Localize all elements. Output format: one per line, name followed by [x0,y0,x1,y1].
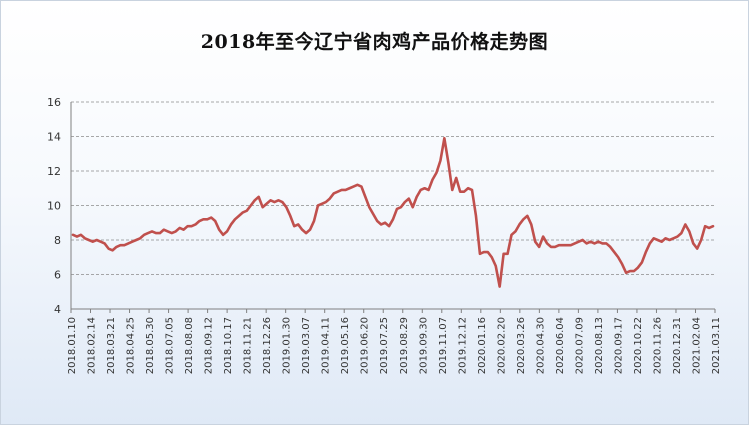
y-tick-label: 16 [47,96,61,109]
x-tick-label: 2021.03.11 [711,317,722,374]
x-tick-label: 2020.12.31 [672,317,683,374]
y-tick-label: 4 [54,303,61,316]
x-tick-label: 2018.05.30 [145,317,156,374]
x-tick-label: 2020.01.16 [477,317,488,374]
chart-title: 2018年至今辽宁省肉鸡产品价格走势图 [200,31,549,53]
x-tick-label: 2019.12.12 [457,317,468,374]
gridlines [71,101,715,275]
x-tick-label: 2018.04.25 [126,317,137,374]
x-tick-label: 2020.08.13 [594,317,605,374]
x-tick-label: 2019.06.20 [360,317,371,374]
x-tick-label: 2019.03.07 [301,317,312,374]
x-tick-label: 2019.09.30 [418,317,429,374]
x-tick-label: 2019.01.30 [282,317,293,374]
x-tick-label: 2019.05.16 [340,317,351,374]
x-tick-label: 2018.12.26 [262,317,273,374]
axes [70,102,715,310]
x-tick-label: 2020.11.26 [652,317,663,374]
x-axis-ticks: 2018.01.10 2018.02.14 2018.03.21 2018.04.25… [67,309,722,374]
x-tick-label: 2019.08.29 [399,317,410,374]
x-tick-label: 2019.11.07 [438,317,449,374]
x-tick-label: 2019.07.25 [379,317,390,374]
x-tick-label: 2020.10.22 [633,317,644,374]
y-tick-label: 8 [54,234,61,247]
x-tick-label: 2018.07.05 [165,317,176,374]
y-tick-label: 10 [47,200,61,213]
y-tick-label: 6 [54,269,61,282]
y-tick-label: 14 [47,131,61,144]
x-tick-label: 2018.10.17 [223,317,234,374]
x-tick-label: 2020.03.26 [516,317,527,374]
x-tick-label: 2021.02.04 [691,317,702,374]
x-tick-label: 2020.02.20 [496,317,507,374]
x-tick-label: 2020.07.09 [574,317,585,374]
x-tick-label: 2020.04.30 [535,317,546,374]
x-tick-label: 2020.06.04 [555,317,566,374]
y-tick-label: 12 [47,165,61,178]
x-tick-label: 2018.09.12 [204,317,215,374]
price-series-line [71,136,715,288]
series-layer [71,136,715,288]
x-tick-label: 2018.01.10 [67,317,78,374]
x-tick-label: 2018.03.21 [106,317,117,374]
x-tick-label: 2019.04.11 [321,317,332,374]
x-tick-label: 2018.02.14 [87,317,98,374]
x-tick-label: 2020.09.17 [613,317,624,374]
y-axis-ticks: 4 6 8 10 12 14 16 [47,96,61,316]
x-tick-label: 2018.11.21 [243,317,254,374]
x-tick-label: 2018.08.08 [184,317,195,374]
